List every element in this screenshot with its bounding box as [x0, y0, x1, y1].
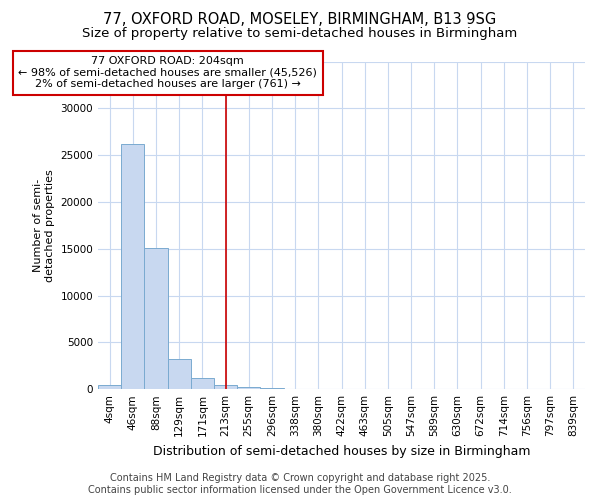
Bar: [121, 144, 145, 389]
Bar: [237, 388, 260, 389]
Text: Contains HM Land Registry data © Crown copyright and database right 2025.
Contai: Contains HM Land Registry data © Crown c…: [88, 474, 512, 495]
Bar: [98, 385, 121, 389]
Y-axis label: Number of semi-
detached properties: Number of semi- detached properties: [33, 169, 55, 281]
Bar: [260, 388, 284, 389]
Text: 77 OXFORD ROAD: 204sqm
← 98% of semi-detached houses are smaller (45,526)
2% of : 77 OXFORD ROAD: 204sqm ← 98% of semi-det…: [18, 56, 317, 90]
Text: 77, OXFORD ROAD, MOSELEY, BIRMINGHAM, B13 9SG: 77, OXFORD ROAD, MOSELEY, BIRMINGHAM, B1…: [103, 12, 497, 28]
Bar: [167, 359, 191, 389]
Bar: [214, 385, 237, 389]
X-axis label: Distribution of semi-detached houses by size in Birmingham: Distribution of semi-detached houses by …: [153, 444, 530, 458]
Text: Size of property relative to semi-detached houses in Birmingham: Size of property relative to semi-detach…: [82, 28, 518, 40]
Bar: [191, 378, 214, 389]
Bar: [145, 248, 167, 389]
